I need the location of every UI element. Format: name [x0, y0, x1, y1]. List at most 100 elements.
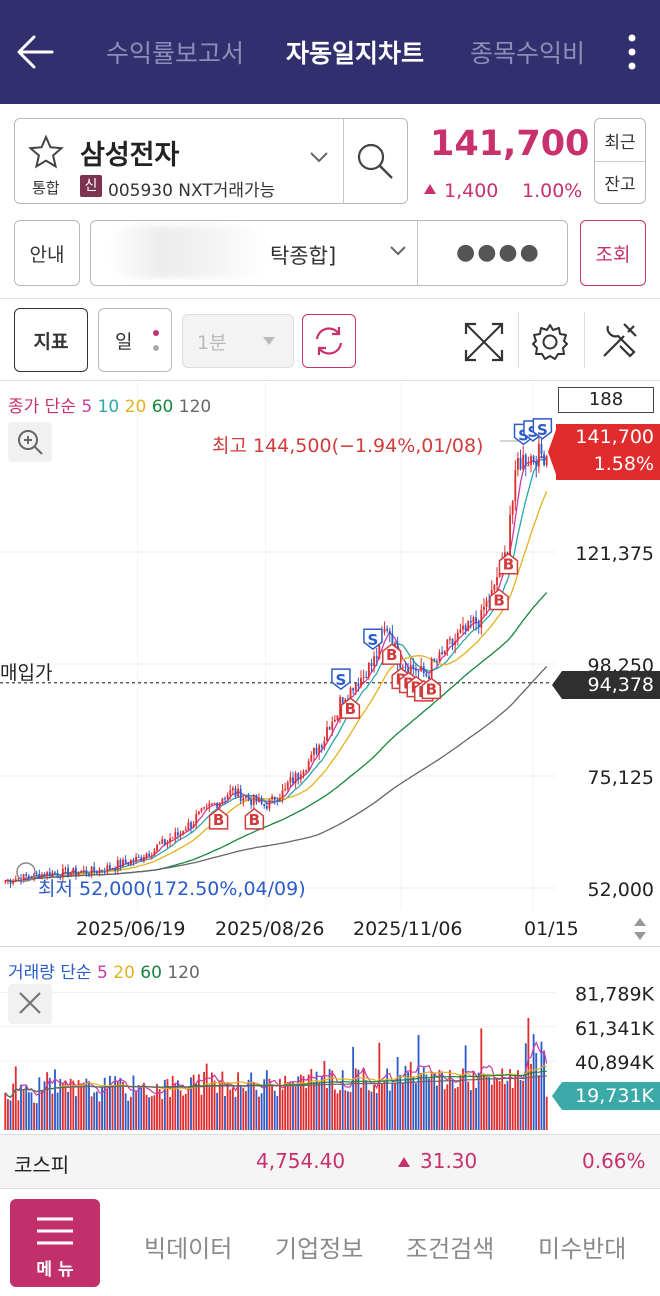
volume-chart[interactable]: 81,789K 61,341K 40,894K — [0, 948, 660, 1134]
volume-bar — [205, 1063, 208, 1130]
volume-bar — [519, 1080, 522, 1130]
query-button[interactable]: 조회 — [580, 220, 646, 286]
volume-bar — [438, 1069, 441, 1130]
volume-tick-label: 61,341K — [575, 1018, 654, 1040]
volume-bar — [511, 1087, 514, 1130]
price-legend[interactable]: 종가 단순 5 10 20 60 120 — [8, 392, 211, 417]
high-annotation: 최고 144,500(−1.94%,01/08) — [212, 435, 484, 457]
volume-bar — [425, 1074, 428, 1130]
volume-bar — [417, 1034, 420, 1130]
legend-ma-120: 120 — [178, 397, 212, 417]
close-icon[interactable] — [8, 984, 52, 1024]
favorite-star-icon[interactable] — [28, 134, 64, 170]
candle-body — [106, 865, 109, 872]
volume-bar — [218, 1080, 221, 1130]
candle-body — [305, 770, 307, 772]
candle-body — [252, 795, 255, 805]
back-arrow-icon[interactable] — [14, 30, 58, 74]
candle-body — [4, 880, 7, 882]
candle-body — [135, 856, 137, 862]
candle-body — [299, 774, 302, 780]
candle-body — [239, 788, 242, 802]
refresh-button[interactable] — [302, 314, 356, 368]
candle-body — [35, 873, 38, 875]
nav-company-info[interactable]: 기업정보 — [275, 1235, 364, 1263]
nav-unpaid-opposite[interactable]: 미수반대 — [538, 1235, 627, 1263]
candle-body — [284, 788, 287, 791]
volume-bar — [208, 1087, 211, 1130]
date-label: 2025/08/26 — [215, 918, 325, 940]
resize-handle-icon[interactable] — [628, 914, 652, 944]
chevron-down-icon[interactable] — [308, 150, 330, 164]
candle-body — [279, 798, 281, 802]
candle-body — [354, 683, 357, 691]
period-selector[interactable]: 일 — [98, 308, 172, 372]
settings-gear-icon[interactable] — [530, 322, 570, 362]
period-label: 일 — [115, 330, 133, 353]
volume-bar — [273, 1090, 276, 1130]
candle-body — [446, 639, 449, 651]
nav-bigdata[interactable]: 빅데이터 — [144, 1235, 233, 1263]
price-chart[interactable]: BBBBBBBBBBBSSSSS 52,00075,12598,250121,3… — [0, 382, 660, 912]
tools-icon[interactable] — [598, 320, 640, 362]
volume-ma-line-120 — [4, 1075, 547, 1099]
password-field[interactable]: ●●●● — [456, 240, 541, 265]
candle-body — [190, 822, 192, 828]
candle-body — [401, 666, 404, 668]
candle-body — [407, 667, 409, 674]
guide-button[interactable]: 안내 — [14, 220, 80, 286]
candle-body — [273, 796, 276, 800]
volume-bar — [229, 1089, 232, 1130]
volume-bar — [7, 1099, 9, 1130]
candle-body — [323, 740, 326, 748]
index-bar[interactable]: 코스피 4,754.40 31.30 0.66% — [0, 1134, 660, 1188]
volume-bar — [48, 1077, 51, 1130]
date-axis[interactable]: 2025/06/19 2025/08/26 2025/11/06 01/15 — [0, 912, 660, 946]
candle-body — [333, 720, 336, 722]
recent-label[interactable]: 최근 — [595, 128, 645, 162]
candle-body — [218, 802, 221, 808]
indicator-button[interactable]: 지표 — [14, 308, 88, 372]
candle-body — [313, 747, 315, 755]
tab-auto-journal-chart[interactable]: 자동일지차트 — [286, 39, 425, 68]
candle-body — [480, 609, 483, 628]
period-dots-icon[interactable] — [150, 328, 162, 354]
volume-bar — [184, 1093, 187, 1130]
candle-body — [540, 443, 543, 455]
zoom-in-icon[interactable] — [8, 422, 52, 462]
more-vert-icon[interactable] — [622, 30, 642, 74]
volume-bar — [252, 1083, 255, 1130]
tab-profit-report[interactable]: 수익률보고서 — [106, 39, 245, 68]
tab-stock-profit[interactable]: 종목수익비 — [470, 39, 586, 68]
fullscreen-icon[interactable] — [462, 320, 506, 364]
volume-bar — [234, 1096, 237, 1130]
stock-selector[interactable] — [14, 118, 408, 204]
volume-bar — [82, 1082, 85, 1130]
volume-bar — [153, 1095, 156, 1130]
volume-bar — [381, 1083, 383, 1130]
recent-balance-button[interactable]: 최근 잔고 — [594, 118, 646, 204]
search-icon[interactable] — [354, 140, 396, 182]
divider — [343, 119, 344, 203]
volume-bar — [143, 1082, 145, 1130]
volume-bar — [331, 1070, 334, 1130]
candle-body — [95, 871, 98, 874]
nav-condition-search[interactable]: 조건검색 — [406, 1235, 495, 1263]
low-annotation: 최저 52,000(172.50%,04/09) — [38, 878, 306, 900]
volume-bar — [98, 1101, 101, 1130]
volume-bar — [156, 1083, 158, 1130]
candle-count-box[interactable]: 188 — [558, 387, 654, 413]
marker-letter: S — [537, 421, 548, 439]
volume-bar — [4, 1092, 7, 1130]
volume-bar — [54, 1069, 56, 1130]
volume-bar — [51, 1093, 54, 1130]
balance-label[interactable]: 잔고 — [604, 174, 636, 195]
menu-button[interactable]: 메 뉴 — [10, 1199, 100, 1287]
volume-legend[interactable]: 거래량 단순 5 20 60 120 — [8, 958, 200, 983]
candle-body — [341, 697, 344, 704]
candle-body — [67, 868, 69, 876]
chevron-down-icon[interactable] — [388, 244, 408, 258]
legend-ma-20: 20 — [113, 963, 135, 983]
minute-selector[interactable]: 1분 — [182, 314, 294, 368]
candle-body — [51, 872, 54, 877]
